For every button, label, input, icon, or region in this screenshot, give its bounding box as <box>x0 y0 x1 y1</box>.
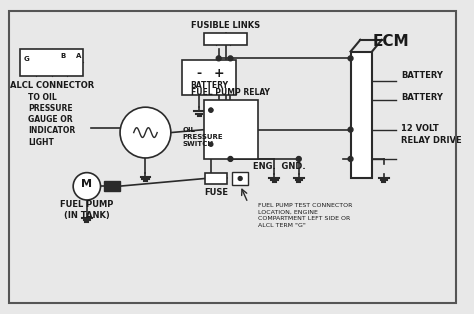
Text: M: M <box>82 179 92 189</box>
Circle shape <box>228 56 233 61</box>
Text: FUSIBLE LINKS: FUSIBLE LINKS <box>191 21 260 30</box>
Text: ALCL CONNECTOR: ALCL CONNECTOR <box>9 81 94 90</box>
Circle shape <box>209 108 213 112</box>
Text: BATTERY: BATTERY <box>190 81 228 90</box>
Bar <box>232 172 248 185</box>
Text: FUEL PUMP TEST CONNECTOR
LOCATION, ENGINE
COMPARTMENT LEFT SIDE OR
ALCL TERM "G": FUEL PUMP TEST CONNECTOR LOCATION, ENGIN… <box>258 203 352 228</box>
Text: BATTERY: BATTERY <box>401 72 443 80</box>
Text: G: G <box>23 56 29 62</box>
Circle shape <box>216 56 221 61</box>
Text: FUSE: FUSE <box>204 188 228 197</box>
Text: A: A <box>76 53 82 59</box>
Bar <box>205 173 227 184</box>
Circle shape <box>209 108 213 112</box>
Bar <box>204 100 258 159</box>
Circle shape <box>348 56 353 61</box>
Bar <box>182 60 236 95</box>
Text: FUEL PUMP
(IN TANK): FUEL PUMP (IN TANK) <box>60 200 114 220</box>
Circle shape <box>238 176 242 181</box>
Text: ENG.  GND.: ENG. GND. <box>253 162 306 171</box>
Text: FUEL PUMP RELAY: FUEL PUMP RELAY <box>191 88 270 97</box>
Circle shape <box>348 156 353 161</box>
Circle shape <box>120 107 171 158</box>
Text: TO OIL
PRESSURE
GAUGE OR
INDICATOR
LIGHT: TO OIL PRESSURE GAUGE OR INDICATOR LIGHT <box>28 93 75 147</box>
Text: 12 VOLT
RELAY DRIVE: 12 VOLT RELAY DRIVE <box>401 124 462 144</box>
Circle shape <box>228 156 233 161</box>
Text: +: + <box>213 68 224 80</box>
Bar <box>104 181 120 191</box>
Circle shape <box>296 156 301 161</box>
Text: OIL
PRESSURE
SWITCH: OIL PRESSURE SWITCH <box>182 127 223 148</box>
Bar <box>204 33 247 45</box>
Circle shape <box>209 142 213 146</box>
Text: -: - <box>197 68 202 80</box>
Circle shape <box>73 173 100 200</box>
Circle shape <box>348 127 353 132</box>
Bar <box>20 49 83 76</box>
Text: BATTERY: BATTERY <box>401 93 443 102</box>
Text: B: B <box>61 53 66 59</box>
Bar <box>351 51 372 178</box>
Text: ECM: ECM <box>372 34 409 49</box>
